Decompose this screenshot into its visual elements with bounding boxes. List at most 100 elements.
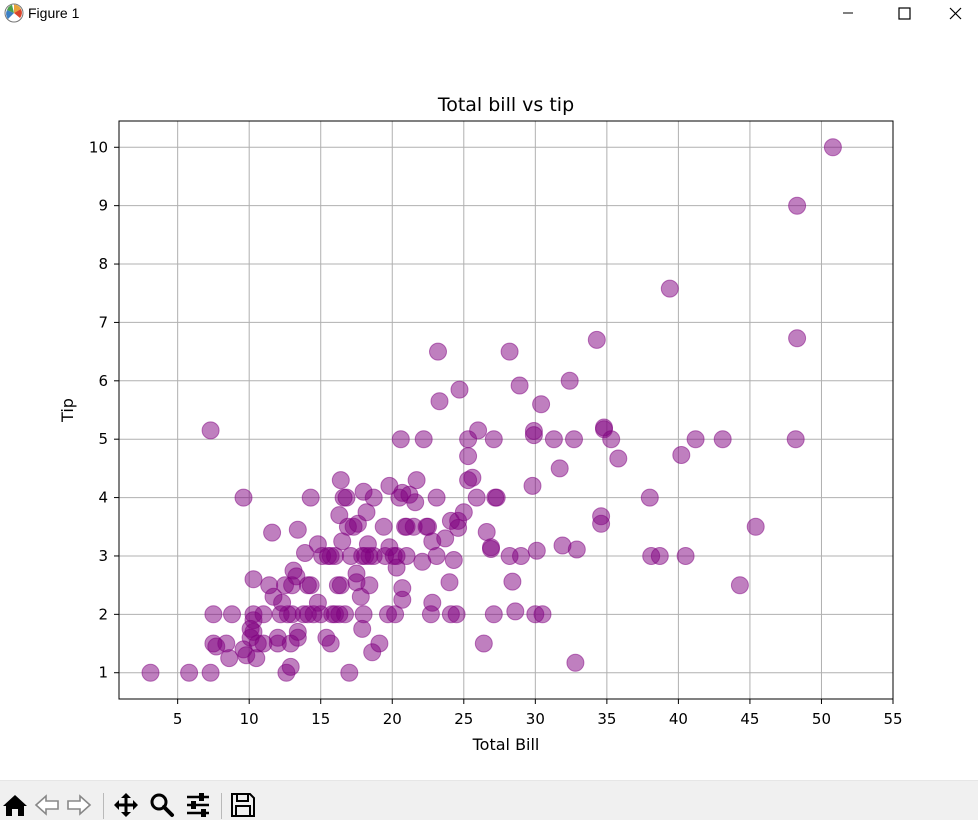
- forward-button[interactable]: [64, 791, 94, 819]
- scatter-point: [676, 547, 695, 565]
- scatter-point: [592, 507, 611, 526]
- scatter-point: [407, 471, 426, 490]
- scatter-point: [447, 605, 466, 624]
- scatter-point: [823, 138, 842, 157]
- scatter-point: [406, 493, 425, 512]
- home-icon: [3, 795, 27, 816]
- navigation-toolbar: [0, 780, 978, 820]
- scatter-point: [223, 605, 241, 624]
- window-title: Figure 1: [28, 5, 80, 21]
- scatter-point: [397, 547, 416, 565]
- scatter-point: [524, 422, 543, 440]
- y-tick-label: 5: [98, 430, 108, 448]
- x-tick-label: 25: [454, 710, 473, 728]
- back-button[interactable]: [32, 791, 62, 819]
- pan-button[interactable]: [111, 791, 141, 819]
- scatter-point: [364, 488, 383, 507]
- scatter-point: [301, 576, 320, 595]
- scatter-point: [201, 663, 220, 682]
- scatter-point: [459, 447, 478, 466]
- scatter-point: [587, 330, 606, 349]
- scatter-point: [370, 634, 389, 653]
- scatter-point: [340, 663, 359, 682]
- x-tick-label: 30: [526, 710, 545, 728]
- scatter-point: [463, 468, 482, 487]
- scatter-point: [263, 523, 282, 542]
- scatter-point: [244, 570, 263, 589]
- scatter-point: [788, 329, 807, 348]
- scatter-point: [527, 541, 546, 560]
- scatter-point: [713, 430, 732, 449]
- axes-frame: [118, 120, 894, 700]
- x-tick-label: 20: [383, 710, 402, 728]
- scatter-point: [482, 540, 500, 558]
- scatter-point: [360, 576, 379, 595]
- scatter-point: [788, 196, 807, 215]
- scatter-point: [391, 430, 410, 449]
- maximize-button[interactable]: [881, 0, 927, 26]
- minimize-button[interactable]: [825, 0, 871, 26]
- scatter-point: [602, 430, 621, 449]
- scatter-point: [429, 342, 447, 361]
- scatter-point: [374, 517, 393, 536]
- save-button[interactable]: [228, 791, 258, 819]
- scatter-point: [686, 430, 705, 449]
- x-tick-label: 55: [883, 710, 902, 728]
- scatter-points: [141, 138, 842, 682]
- scatter-point: [730, 576, 749, 595]
- maximize-icon: [897, 6, 911, 20]
- scatter-point: [444, 551, 463, 569]
- scatter-point: [506, 602, 525, 621]
- scatter-point: [241, 619, 260, 638]
- scatter-point: [354, 605, 373, 624]
- scatter-point: [336, 605, 354, 624]
- scatter-point: [533, 605, 552, 624]
- scatter-point: [204, 605, 223, 624]
- scatter-point: [427, 488, 446, 507]
- scatter-point: [650, 547, 669, 565]
- zoom-magnifier-icon: [150, 793, 174, 817]
- scatter-point: [217, 634, 236, 653]
- scatter-point: [609, 449, 628, 468]
- arrow-left-icon: [34, 794, 59, 816]
- scatter-point: [469, 421, 488, 440]
- scatter-point: [550, 459, 569, 478]
- home-button[interactable]: [0, 791, 30, 819]
- x-tick-label: 5: [173, 710, 183, 728]
- scatter-point: [414, 430, 433, 449]
- zoom-button[interactable]: [147, 791, 177, 819]
- scatter-point: [234, 488, 253, 507]
- scatter-point: [430, 392, 449, 411]
- y-tick-label: 9: [98, 197, 108, 215]
- save-floppy-icon: [231, 793, 255, 817]
- scatter-point: [512, 547, 530, 565]
- y-tick-label: 4: [98, 489, 108, 507]
- scatter-point: [321, 634, 340, 653]
- scatter-point: [560, 371, 579, 390]
- window-titlebar: Figure 1: [0, 0, 978, 28]
- scatter-point: [487, 488, 506, 507]
- scatter-point: [510, 376, 529, 395]
- scatter-point: [660, 279, 679, 298]
- configure-subplots-button[interactable]: [183, 791, 213, 819]
- scatter-point: [450, 380, 469, 399]
- scatter-point: [254, 605, 273, 624]
- scatter-point: [331, 471, 350, 490]
- chart-title: Total bill vs tip: [437, 94, 574, 116]
- close-button[interactable]: [932, 0, 978, 26]
- x-tick-label: 50: [812, 710, 831, 728]
- grid-lines: [119, 121, 894, 699]
- scatter-point: [296, 544, 314, 562]
- x-tick-label: 45: [740, 710, 759, 728]
- scatter-point: [337, 488, 356, 507]
- scatter-point: [477, 523, 496, 541]
- matplotlib-app-icon: [4, 3, 24, 23]
- scatter-point: [281, 657, 300, 676]
- y-tick-label: 10: [89, 138, 108, 156]
- scatter-point: [523, 476, 542, 495]
- y-tick-label: 1: [98, 664, 108, 682]
- pan-move-icon: [114, 793, 138, 817]
- scatter-point: [423, 593, 442, 612]
- scatter-point: [484, 605, 503, 624]
